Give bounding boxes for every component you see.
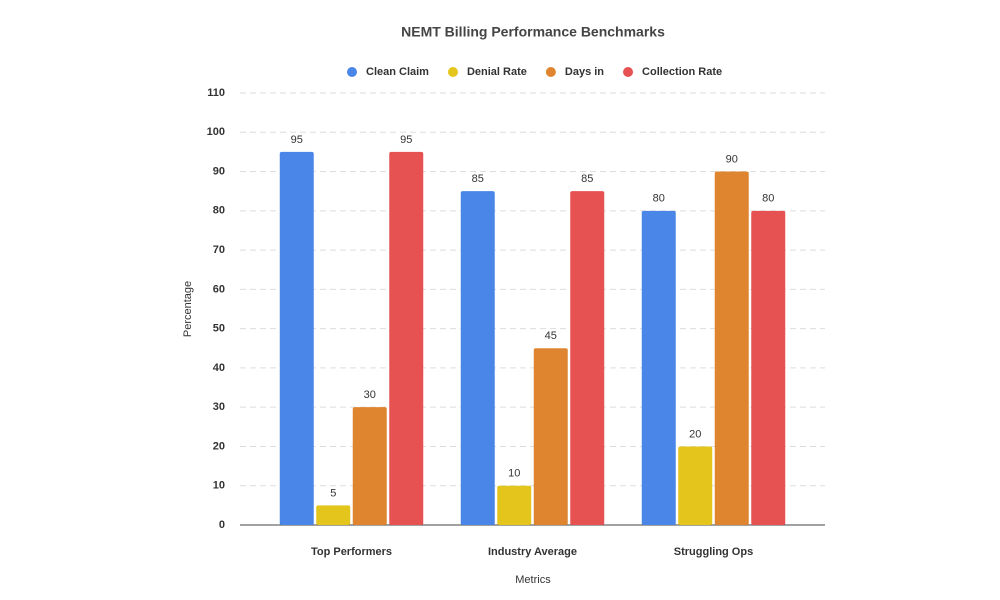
- data-label: 95: [291, 134, 303, 146]
- y-tick-label: 40: [213, 362, 225, 374]
- data-label: 10: [508, 468, 520, 480]
- x-axis-label: Metrics: [515, 574, 551, 586]
- y-axis-label: Percentage: [182, 281, 194, 337]
- y-tick-label: 10: [213, 480, 225, 492]
- bar: [279, 151, 314, 525]
- legend-label: Denial Rate: [467, 66, 527, 78]
- y-tick-label: 0: [219, 519, 225, 531]
- legend-marker: [347, 67, 357, 77]
- bar: [316, 505, 351, 525]
- data-label: 90: [726, 153, 738, 165]
- legend-marker: [623, 67, 634, 77]
- y-tick-label: 100: [207, 126, 225, 138]
- y-tick-label: 50: [213, 323, 225, 335]
- bar: [714, 171, 749, 525]
- y-tick-label: 110: [207, 87, 225, 99]
- data-label: 85: [472, 173, 484, 185]
- legend-marker: [447, 67, 458, 77]
- data-label: 80: [762, 193, 774, 205]
- legend-marker: [545, 67, 556, 77]
- y-tick-label: 20: [213, 440, 225, 452]
- chart-title: NEMT Billing Performance Benchmarks: [401, 24, 665, 40]
- bar: [570, 191, 605, 525]
- data-label: 5: [330, 487, 336, 499]
- data-label: 95: [400, 134, 412, 146]
- x-tick-label: Industry Average: [488, 546, 577, 558]
- bar: [641, 210, 676, 525]
- bar: [460, 191, 495, 525]
- y-tick-label: 70: [213, 244, 225, 256]
- data-label: 30: [364, 389, 376, 401]
- legend-label: Clean Claim: [366, 66, 429, 78]
- data-label: 20: [689, 428, 701, 440]
- bar: [389, 151, 424, 525]
- x-tick-label: Struggling Ops: [674, 546, 753, 558]
- bar: [533, 348, 568, 525]
- data-label: 85: [581, 173, 593, 185]
- bar: [497, 485, 532, 525]
- bar: [352, 407, 387, 525]
- y-tick-label: 30: [213, 401, 225, 413]
- bar: [678, 446, 713, 525]
- data-label: 80: [653, 193, 665, 205]
- y-tick-label: 80: [213, 205, 225, 217]
- y-tick-label: 60: [213, 283, 225, 295]
- x-tick-label: Top Performers: [311, 546, 392, 558]
- legend-label: Collection Rate: [642, 66, 722, 78]
- data-label: 45: [545, 330, 557, 342]
- legend-label: Days in: [565, 66, 604, 78]
- bar: [751, 210, 786, 525]
- y-tick-label: 90: [213, 165, 225, 177]
